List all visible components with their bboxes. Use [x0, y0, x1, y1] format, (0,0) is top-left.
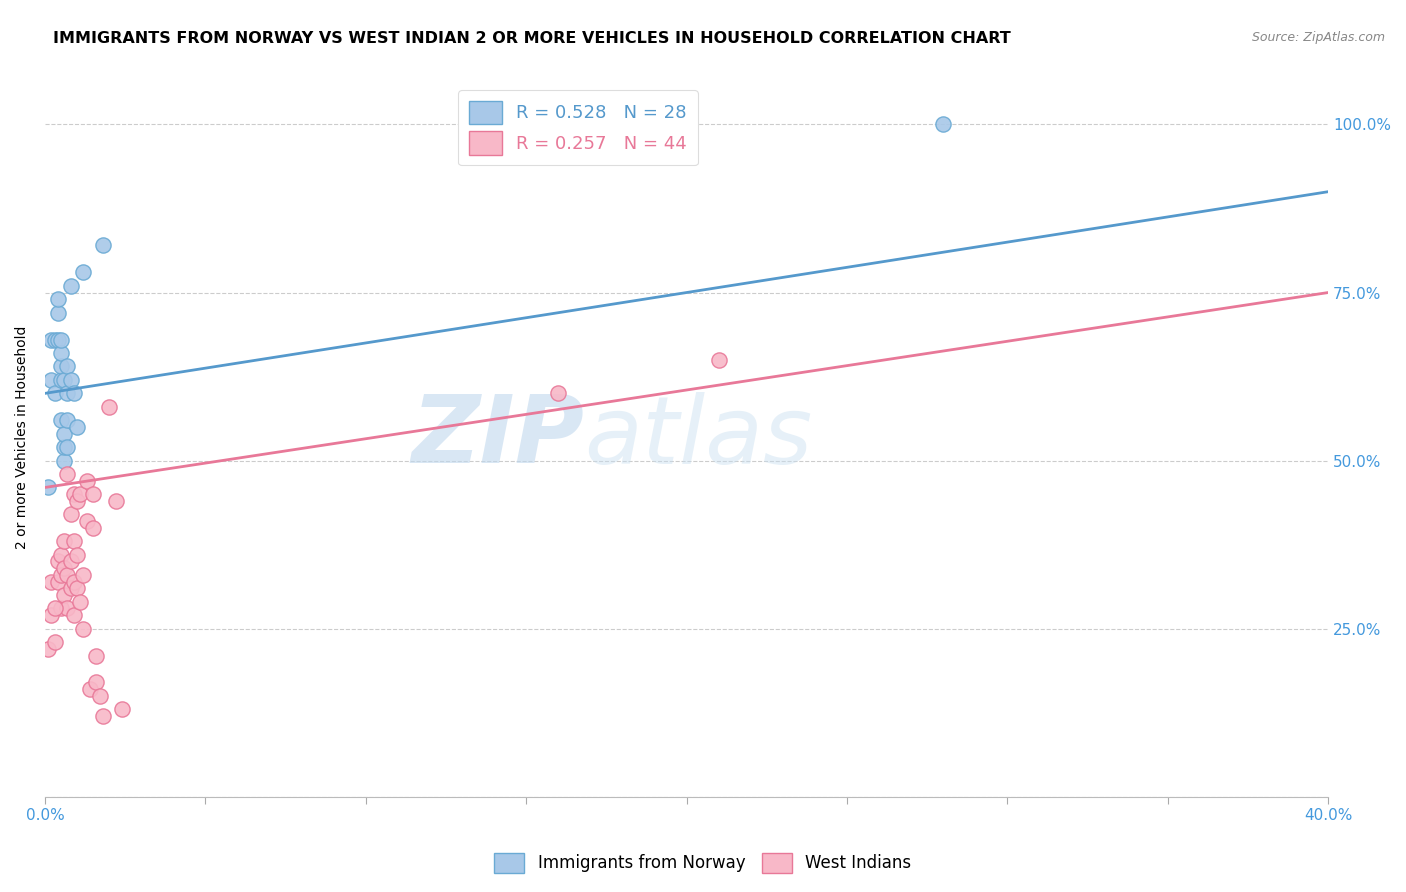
Point [89, 689, 111, 703]
Point [46, 574, 69, 589]
Point [104, 494, 127, 508]
Point [37, 480, 59, 494]
Point [49, 359, 72, 374]
Point [53, 588, 76, 602]
Point [37, 641, 59, 656]
Legend: R = 0.528   N = 28, R = 0.257   N = 44: R = 0.528 N = 28, R = 0.257 N = 44 [458, 90, 697, 165]
Point [44, 386, 66, 401]
Point [49, 601, 72, 615]
Point [63, 534, 86, 549]
Point [56, 440, 79, 454]
Point [76, 514, 98, 528]
Point [41, 373, 63, 387]
Point [56, 413, 79, 427]
Point [49, 413, 72, 427]
Point [72, 622, 94, 636]
Point [707, 352, 730, 367]
Point [56, 359, 79, 374]
Point [56, 467, 79, 481]
Point [41, 574, 63, 589]
Text: ZIP: ZIP [411, 391, 583, 483]
Point [53, 534, 76, 549]
Point [59, 278, 82, 293]
Point [84, 675, 107, 690]
Point [46, 306, 69, 320]
Point [63, 608, 86, 623]
Point [84, 648, 107, 663]
Point [59, 373, 82, 387]
Point [111, 702, 134, 716]
Point [76, 474, 98, 488]
Point [59, 554, 82, 568]
Point [59, 508, 82, 522]
Point [63, 386, 86, 401]
Point [66, 494, 89, 508]
Point [41, 608, 63, 623]
Point [44, 635, 66, 649]
Point [63, 487, 86, 501]
Point [63, 574, 86, 589]
Point [49, 548, 72, 562]
Point [49, 333, 72, 347]
Point [44, 333, 66, 347]
Point [82, 521, 104, 535]
Point [91, 238, 114, 252]
Point [46, 333, 69, 347]
Point [53, 373, 76, 387]
Point [82, 487, 104, 501]
Point [53, 561, 76, 575]
Point [66, 582, 89, 596]
Point [49, 346, 72, 360]
Point [56, 386, 79, 401]
Y-axis label: 2 or more Vehicles in Household: 2 or more Vehicles in Household [15, 326, 30, 549]
Point [49, 373, 72, 387]
Point [72, 567, 94, 582]
Point [56, 567, 79, 582]
Point [69, 595, 91, 609]
Legend: Immigrants from Norway, West Indians: Immigrants from Norway, West Indians [488, 847, 918, 880]
Point [66, 548, 89, 562]
Point [46, 292, 69, 306]
Point [44, 601, 66, 615]
Point [53, 453, 76, 467]
Point [53, 440, 76, 454]
Text: Source: ZipAtlas.com: Source: ZipAtlas.com [1251, 31, 1385, 45]
Text: IMMIGRANTS FROM NORWAY VS WEST INDIAN 2 OR MORE VEHICLES IN HOUSEHOLD CORRELATIO: IMMIGRANTS FROM NORWAY VS WEST INDIAN 2 … [53, 31, 1011, 46]
Point [72, 265, 94, 279]
Point [49, 567, 72, 582]
Point [46, 554, 69, 568]
Point [79, 682, 101, 697]
Text: atlas: atlas [583, 392, 813, 483]
Point [66, 420, 89, 434]
Point [547, 386, 569, 401]
Point [56, 601, 79, 615]
Point [98, 400, 121, 414]
Point [91, 709, 114, 723]
Point [41, 333, 63, 347]
Point [53, 426, 76, 441]
Point [932, 118, 955, 132]
Point [59, 582, 82, 596]
Point [69, 487, 91, 501]
